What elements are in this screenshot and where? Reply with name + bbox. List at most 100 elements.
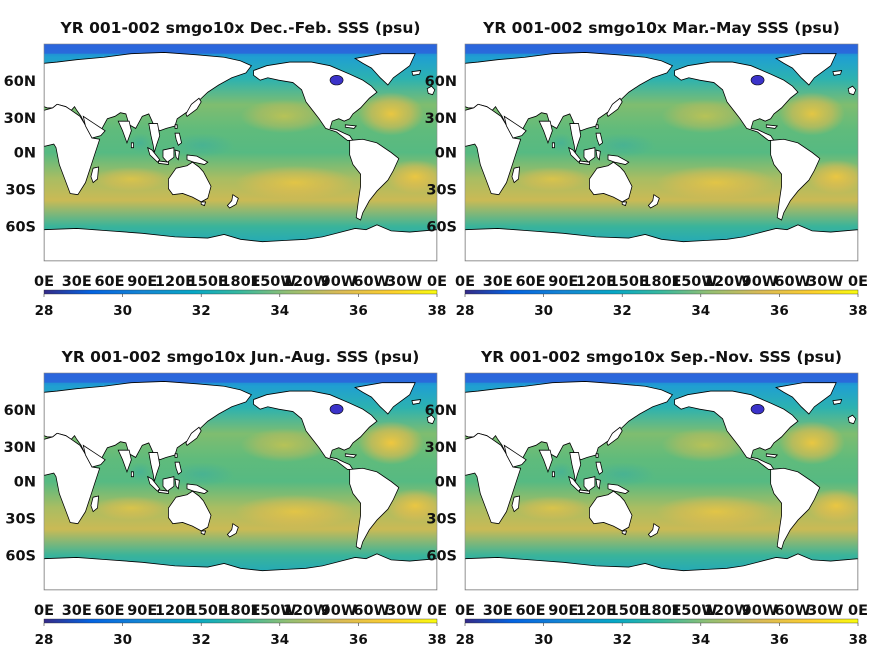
- colorbar-tick-label: 30: [534, 303, 553, 319]
- lon-tick-label: 30E: [62, 274, 92, 290]
- lon-tick-label: 180E: [641, 274, 681, 290]
- north-atlantic-salinity-max: [779, 421, 845, 465]
- sss-map: [44, 373, 437, 590]
- colorbar: 28 30 32 34 36 38: [456, 289, 868, 319]
- colorbar-tick-label: 32: [192, 632, 211, 648]
- colorbar-tick-label: 34: [270, 303, 289, 319]
- colorbar-tick-label: 30: [534, 632, 553, 648]
- lon-tick-label: 120E: [155, 274, 195, 290]
- lat-tick-label: 60S: [5, 219, 36, 235]
- lon-tick-label: 120W: [283, 603, 329, 619]
- colorbar: 28 30 32 34 36 38: [456, 618, 868, 648]
- colorbar-tick-label: 34: [691, 632, 710, 648]
- lon-tick-label: 90W: [742, 603, 778, 619]
- lon-tick-label: 120E: [576, 274, 616, 290]
- lon-tick-label: 30W: [386, 274, 422, 290]
- colorbar-tick-label: 30: [113, 632, 132, 648]
- lon-tick-label: 60E: [94, 274, 124, 290]
- north-atlantic-salinity-max: [358, 92, 424, 136]
- lat-tick-label: 30N: [4, 111, 36, 127]
- lon-tick-label: 60E: [515, 274, 545, 290]
- map-frame: [43, 43, 438, 262]
- lon-tick-label: 120W: [704, 274, 750, 290]
- arctic-fresh-band: [44, 373, 437, 383]
- map-panel-son: YR 001-002 smgo10x Sep.-Nov. SSS (psu) 60…: [425, 348, 868, 648]
- lon-tick-label: 180E: [220, 603, 260, 619]
- south-pacific-salinity-max: [656, 165, 777, 200]
- colorbar-gradient: [464, 289, 859, 295]
- lon-tick-label: 90W: [321, 603, 357, 619]
- lon-tick-label: 120E: [576, 603, 616, 619]
- north-pacific-salinity-max: [240, 428, 328, 463]
- lon-tick-label: 150E: [188, 274, 228, 290]
- north-atlantic-salinity-max: [779, 92, 845, 136]
- lat-tick-label: 30S: [426, 511, 457, 527]
- lon-tick-label: 60W: [774, 274, 810, 290]
- colorbar-tick-label: 32: [613, 632, 632, 648]
- colorbar: 28 30 32 34 36 38: [35, 618, 446, 648]
- lon-tick-label: 90W: [321, 274, 357, 290]
- indian-ocean-salinity-max: [93, 166, 170, 192]
- colorbar-tick-label: 28: [456, 632, 475, 648]
- map-panel-djf: YR 001-002 smgo10x Dec.-Feb. SSS (psu) 60…: [4, 19, 447, 319]
- north-atlantic-salinity-max: [358, 421, 424, 465]
- lon-tick-label: 60W: [774, 603, 810, 619]
- lon-tick-label: 90E: [548, 274, 578, 290]
- map-panel-mam: YR 001-002 smgo10x Mar.-May SSS (psu) 60N…: [425, 19, 868, 319]
- south-pacific-salinity-max: [656, 494, 777, 529]
- colorbar-tick-label: 32: [192, 303, 211, 319]
- lat-tick-label: 60N: [4, 74, 36, 90]
- indian-ocean-salinity-max: [514, 495, 591, 521]
- lon-tick-label: 0E: [427, 274, 447, 290]
- lat-tick-label: 0N: [14, 475, 36, 491]
- colorbar-tick-label: 34: [270, 632, 289, 648]
- colorbar-tick-label: 38: [428, 303, 447, 319]
- lon-tick-label: 30W: [807, 274, 843, 290]
- lat-tick-label: 30N: [425, 440, 457, 456]
- lon-tick-label: 120E: [155, 603, 195, 619]
- warm-pool-fresh-water: [169, 133, 236, 158]
- lon-tick-label: 90E: [127, 274, 157, 290]
- colorbar-gradient: [464, 618, 859, 624]
- lat-tick-label: 60S: [5, 548, 36, 564]
- map-frame: [43, 372, 438, 591]
- colorbar-gradient: [43, 618, 438, 624]
- lon-tick-label: 150W: [250, 274, 296, 290]
- south-atlantic-salinity-max: [805, 159, 858, 194]
- sss-map: [465, 44, 858, 261]
- sss-map: [465, 373, 858, 590]
- lon-tick-label: 150E: [609, 603, 649, 619]
- south-pacific-salinity-max: [235, 165, 356, 200]
- lat-tick-label: 30S: [426, 182, 457, 198]
- panel-title: YR 001-002 smgo10x Sep.-Nov. SSS (psu): [480, 348, 842, 366]
- north-pacific-salinity-max: [240, 99, 328, 134]
- lat-tick-label: 60S: [426, 548, 457, 564]
- colorbar-tick-label: 28: [456, 303, 475, 319]
- hudson-bay: [751, 75, 764, 85]
- lat-tick-label: 30N: [4, 440, 36, 456]
- lon-tick-label: 0E: [455, 274, 475, 290]
- lon-tick-label: 30W: [386, 603, 422, 619]
- south-atlantic-salinity-max: [384, 159, 437, 194]
- north-pacific-salinity-max: [661, 99, 749, 134]
- colorbar-tick-label: 38: [849, 303, 868, 319]
- lon-tick-label: 0E: [848, 274, 868, 290]
- arctic-fresh-band: [44, 44, 437, 54]
- colorbar-tick-label: 34: [691, 303, 710, 319]
- lon-tick-label: 0E: [427, 603, 447, 619]
- colorbar-tick-label: 38: [849, 632, 868, 648]
- hudson-bay: [751, 404, 764, 414]
- lat-tick-label: 60N: [425, 403, 457, 419]
- arctic-fresh-band: [465, 373, 858, 383]
- lat-tick-label: 30N: [425, 111, 457, 127]
- lon-tick-label: 180E: [220, 274, 260, 290]
- lon-tick-label: 120W: [283, 274, 329, 290]
- lat-tick-label: 60N: [4, 403, 36, 419]
- map-frame: [464, 372, 859, 591]
- sss-map: [44, 44, 437, 261]
- lon-tick-label: 150W: [671, 274, 717, 290]
- lon-tick-label: 150W: [250, 603, 296, 619]
- indian-ocean-salinity-max: [93, 495, 170, 521]
- lon-tick-label: 60E: [94, 603, 124, 619]
- lon-tick-label: 150W: [671, 603, 717, 619]
